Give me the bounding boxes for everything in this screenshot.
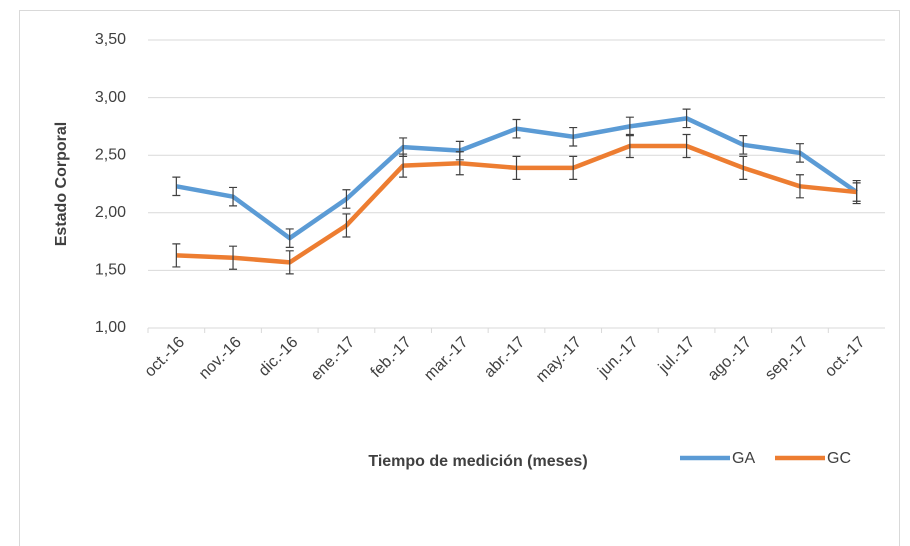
error-bar: [569, 126, 578, 147]
error-bar: [172, 176, 181, 197]
legend-label: GC: [827, 450, 851, 467]
error-bar: [512, 118, 521, 139]
chart-border: [19, 10, 900, 546]
error-bar: [342, 213, 351, 238]
error-bar: [455, 151, 464, 176]
error-bar: [739, 155, 748, 180]
error-bar: [625, 133, 634, 159]
error-bar: [852, 179, 861, 205]
error-bar: [795, 143, 804, 163]
y-axis-title: Estado Corporal: [53, 122, 70, 246]
error-bar: [285, 250, 294, 275]
error-bar: [229, 186, 238, 207]
y-tick-label: 1,50: [95, 262, 126, 279]
y-tick-label: 3,00: [95, 89, 126, 106]
error-bar: [512, 155, 521, 180]
x-axis-title: Tiempo de medición (meses): [368, 453, 587, 470]
error-bar: [399, 153, 408, 178]
error-bar: [682, 108, 691, 129]
legend-label: GA: [732, 450, 755, 467]
error-bar: [739, 135, 748, 155]
y-tick-label: 2,50: [95, 146, 126, 163]
y-tick-label: 2,00: [95, 204, 126, 221]
error-bar: [342, 189, 351, 209]
error-bar: [795, 174, 804, 199]
error-bar: [229, 245, 238, 270]
error-bar: [569, 155, 578, 180]
error-bar: [682, 133, 691, 159]
y-tick-label: 3,50: [95, 31, 126, 48]
y-tick-label: 1,00: [95, 319, 126, 336]
error-bar: [172, 243, 181, 268]
error-bar: [285, 228, 294, 248]
